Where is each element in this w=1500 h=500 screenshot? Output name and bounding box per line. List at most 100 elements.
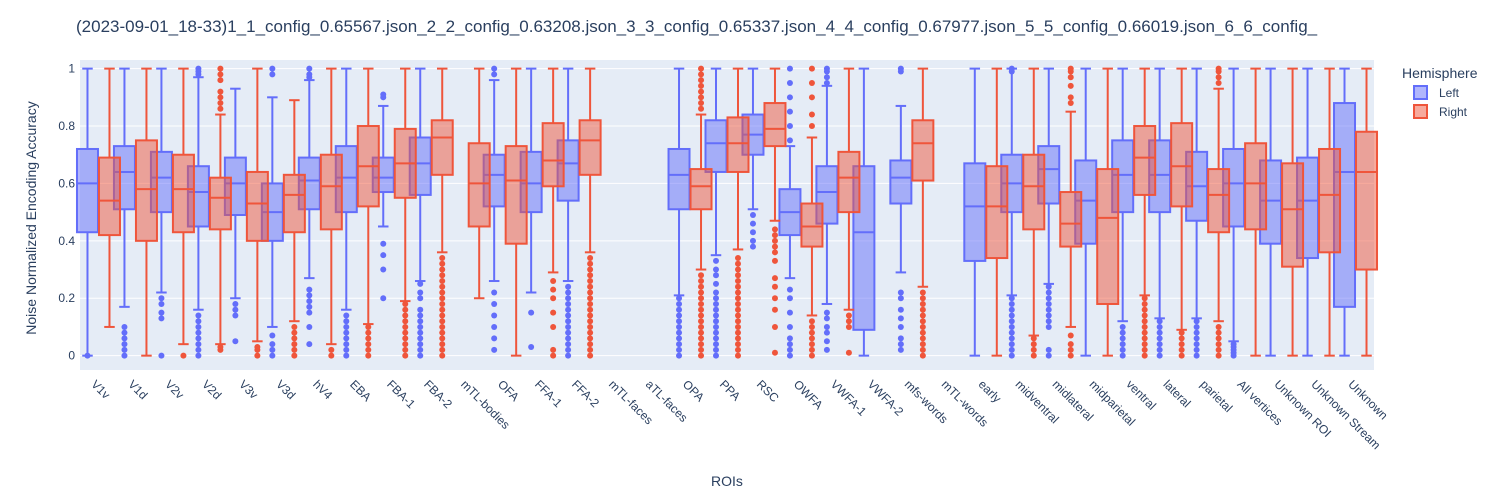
- box-right-VWFA-1[interactable]: [837, 67, 861, 356]
- box-right-Unknown[interactable]: [1355, 67, 1379, 357]
- box-right-V2v[interactable]: [171, 67, 195, 359]
- box-left-PPA[interactable]: [704, 67, 728, 359]
- outlier-point: [380, 295, 387, 302]
- box-right-V3d[interactable]: [282, 99, 306, 359]
- outlier-point: [786, 108, 793, 115]
- legend-item-right[interactable]: Right: [1413, 104, 1468, 119]
- outlier-point: [808, 123, 815, 130]
- outlier-point: [786, 123, 793, 130]
- box-right-mTL-bodies[interactable]: [467, 67, 491, 300]
- outlier-point: [1156, 352, 1163, 359]
- box-right-ventral[interactable]: [1133, 67, 1157, 359]
- outlier-point: [550, 346, 557, 353]
- box-right-OPA[interactable]: [689, 65, 713, 359]
- box-right-OFA[interactable]: [504, 67, 528, 357]
- outlier-point: [897, 65, 904, 72]
- box-right-V1d[interactable]: [134, 67, 158, 357]
- outlier-point: [402, 346, 409, 353]
- box-right-FFA-1[interactable]: [541, 67, 565, 359]
- outlier-point: [823, 329, 830, 336]
- box-body: [1207, 168, 1231, 234]
- outlier-point: [343, 341, 350, 348]
- y-tick-label: 1: [68, 62, 75, 76]
- outlier-point: [1141, 295, 1148, 302]
- outlier-point: [158, 300, 165, 307]
- outlier-point: [1045, 283, 1052, 290]
- box-right-PPA[interactable]: [726, 67, 750, 359]
- box-right-midlateral[interactable]: [1059, 65, 1083, 359]
- outlier-point: [713, 341, 719, 348]
- outlier-point: [306, 303, 313, 310]
- outlier-point: [735, 323, 741, 330]
- box-right-FBA-1[interactable]: [393, 67, 417, 359]
- box-left-early[interactable]: [963, 67, 987, 357]
- outlier-point: [897, 315, 904, 322]
- box-right-All vertices[interactable]: [1244, 67, 1268, 357]
- outlier-point: [158, 295, 165, 302]
- box-right-FBA-2[interactable]: [430, 67, 454, 359]
- box-right-early[interactable]: [985, 67, 1009, 357]
- outlier-point: [823, 65, 830, 72]
- box-right-V2d[interactable]: [208, 65, 232, 353]
- box-right-FFA-2[interactable]: [578, 67, 602, 359]
- outlier-point: [698, 272, 705, 279]
- outlier-point: [565, 306, 572, 313]
- box-right-OWFA[interactable]: [800, 65, 824, 359]
- box-right-hV4[interactable]: [319, 67, 343, 359]
- box-right-mfs-words[interactable]: [911, 67, 935, 359]
- outlier-point: [402, 318, 409, 325]
- box-left-OPA[interactable]: [667, 67, 691, 359]
- box-body: [1244, 142, 1268, 231]
- outlier-point: [121, 335, 128, 342]
- outlier-point: [528, 344, 535, 351]
- outlier-point: [1119, 346, 1126, 353]
- outlier-point: [587, 318, 594, 325]
- box-right-midventral[interactable]: [1022, 67, 1046, 359]
- outlier-point: [1215, 352, 1222, 359]
- outlier-point: [217, 100, 224, 107]
- box-body: [837, 150, 861, 214]
- outlier-point: [698, 71, 705, 78]
- outlier-point: [587, 255, 594, 262]
- box-body: [963, 162, 987, 262]
- box-right-EBA[interactable]: [356, 67, 380, 359]
- box-right-Unknown ROI[interactable]: [1281, 67, 1305, 357]
- outlier-point: [306, 65, 313, 72]
- outlier-point: [1030, 335, 1037, 342]
- boxes-layer: [75, 65, 1379, 359]
- outlier-point: [698, 323, 705, 330]
- outlier-point: [565, 289, 572, 296]
- y-axis-ticks: 0 0.2 0.4 0.6 0.8 1: [58, 62, 75, 363]
- outlier-point: [698, 77, 705, 84]
- box-right-parietal[interactable]: [1207, 65, 1231, 359]
- outlier-point: [823, 323, 830, 330]
- box-body: [689, 168, 713, 211]
- box-right-lateral[interactable]: [1170, 67, 1194, 359]
- box-body: [1281, 162, 1305, 268]
- legend-item-left[interactable]: Left: [1413, 85, 1460, 100]
- outlier-point: [195, 335, 202, 342]
- outlier-point: [1119, 335, 1126, 342]
- box-right-midparietal[interactable]: [1096, 67, 1120, 357]
- box-left-ventral[interactable]: [1111, 67, 1135, 359]
- outlier-point: [1141, 323, 1148, 330]
- outlier-point: [698, 306, 705, 313]
- outlier-point: [587, 335, 594, 342]
- box-right-Unknown Stream[interactable]: [1318, 67, 1342, 357]
- outlier-point: [897, 289, 904, 296]
- box-right-V3v[interactable]: [245, 67, 269, 359]
- outlier-point: [771, 232, 778, 239]
- outlier-point: [439, 346, 446, 353]
- outlier-point: [749, 237, 756, 244]
- outlier-point: [439, 289, 446, 296]
- outlier-point: [417, 295, 424, 302]
- box-right-V1v[interactable]: [97, 67, 121, 328]
- box-left-mfs-words[interactable]: [889, 65, 913, 353]
- outlier-point: [1178, 335, 1185, 342]
- outlier-point: [565, 323, 572, 330]
- outlier-point: [808, 341, 815, 348]
- outlier-point: [291, 329, 298, 336]
- box-right-RSC[interactable]: [763, 67, 787, 356]
- outlier-point: [735, 312, 741, 319]
- outlier-point: [698, 346, 705, 353]
